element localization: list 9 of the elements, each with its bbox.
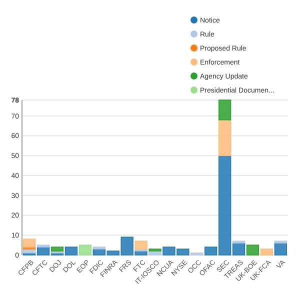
bar <box>218 119 232 156</box>
bar <box>134 240 148 250</box>
bar <box>50 246 64 252</box>
bar <box>218 100 232 120</box>
bar <box>274 242 288 256</box>
bar <box>260 248 274 256</box>
bar <box>78 244 92 256</box>
bar <box>22 238 36 248</box>
bar <box>246 244 260 256</box>
